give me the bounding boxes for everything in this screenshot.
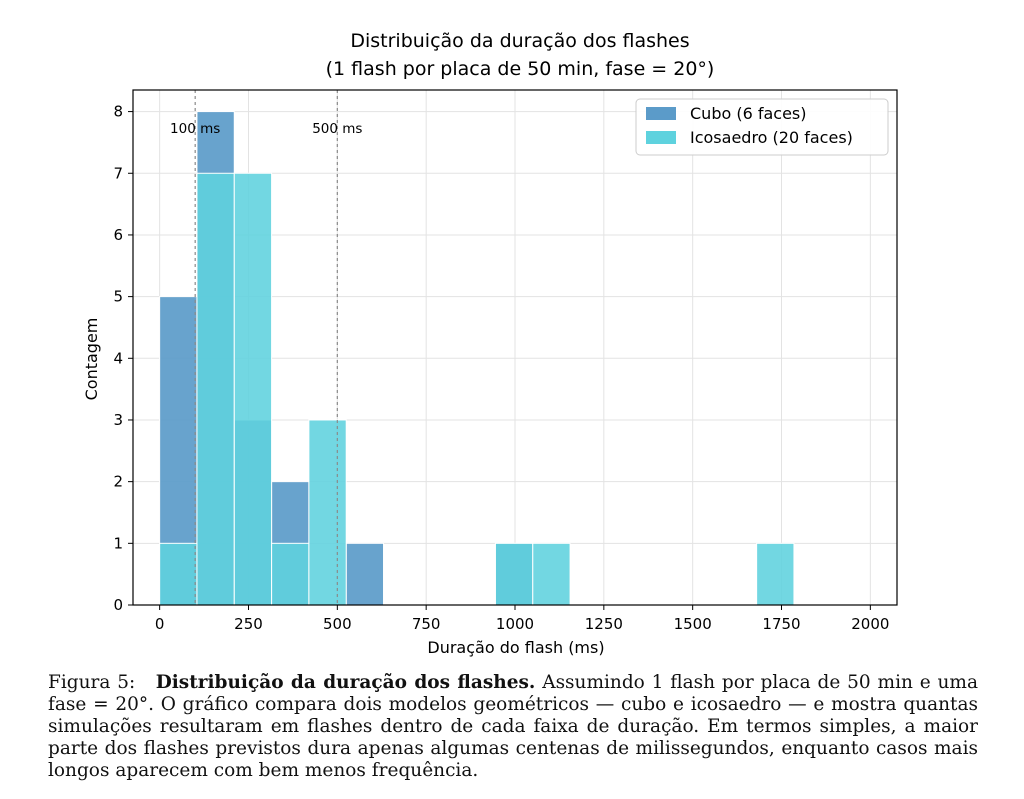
histogram-bar-icosaedro [271,542,310,606]
y-tick-label: 5 [113,288,123,306]
chart-subtitle: (1 flash por placa de 50 min, fase = 20°… [326,58,715,80]
y-tick-label: 8 [113,103,123,121]
y-tick-label: 3 [113,411,123,429]
x-tick-label: 1250 [585,615,623,633]
histogram-bar-icosaedro [756,542,795,606]
histogram-bar-icosaedro [494,542,534,606]
reference-line-label: 500 ms [312,121,362,137]
x-tick-label: 1500 [674,615,712,633]
x-tick-label: 1000 [496,615,534,633]
caption-label: Figura 5: [48,672,136,693]
histogram-bar-icosaedro [233,172,273,606]
x-tick-label: 0 [155,615,165,633]
legend-swatch [646,107,676,120]
legend: Cubo (6 faces) Icosaedro (20 faces) [635,98,889,156]
histogram-bar-icosaedro [196,172,235,606]
y-tick-label: 4 [113,349,123,367]
legend-swatch [646,131,676,144]
y-axis-label: Contagem [82,318,101,401]
x-tick-label: 750 [412,615,441,633]
y-tick-label: 0 [113,596,123,614]
y-tick-label: 2 [113,473,123,491]
x-tick-label: 250 [234,615,263,633]
chart-title: Distribuição da duração dos flashes [350,30,689,52]
histogram-figure: Distribuição da duração dos flashes (1 f… [82,30,898,657]
reference-line-label: 100 ms [170,121,220,137]
x-tick-label: 2000 [851,615,889,633]
caption-title: Distribuição da duração dos flashes. [155,672,536,693]
x-tick-label: 1750 [762,615,800,633]
y-tick-label: 6 [113,226,123,244]
x-tick-label: 500 [323,615,352,633]
figure-caption: Figura 5: Distribuição da duração dos fl… [48,672,978,782]
legend-label: Icosaedro (20 faces) [690,128,853,147]
legend-label: Cubo (6 faces) [690,104,807,123]
histogram-bar-icosaedro [532,542,571,606]
histogram-bar-icosaedro [308,419,347,606]
y-tick-label: 7 [113,164,123,182]
histogram-bar-cubo [345,542,385,606]
caption-text: Assumindo 1 flash por placa de 50 min e … [48,672,978,781]
x-axis-label: Duração do flash (ms) [427,638,604,657]
legend-box [635,98,889,156]
y-tick-label: 1 [113,534,123,552]
plot-area: 100 ms 500 ms0 250 500 750 1000 1250 1500 1750 20… [113,89,898,633]
histogram-bar-icosaedro [159,542,198,606]
